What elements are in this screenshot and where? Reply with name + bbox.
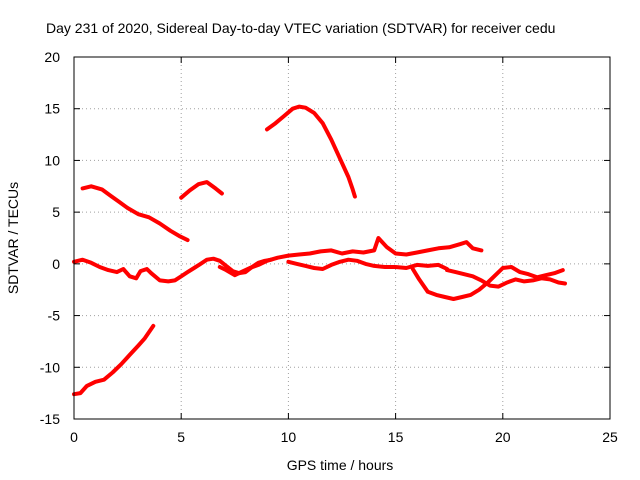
series-arc-4 bbox=[265, 104, 357, 199]
data-series bbox=[72, 104, 567, 397]
series-arc-9 bbox=[445, 268, 567, 289]
x-tick-labels: 0 5 10 15 20 25 bbox=[70, 429, 618, 445]
series-arc-6 bbox=[217, 236, 484, 278]
x-tick-label: 15 bbox=[388, 429, 404, 445]
x-tick-label: 0 bbox=[70, 429, 78, 445]
y-tick-labels: -15 -10 -5 0 5 10 15 20 bbox=[40, 49, 60, 427]
y-tick-label: -10 bbox=[40, 359, 60, 375]
grid bbox=[74, 57, 610, 419]
series-arc-1 bbox=[72, 323, 156, 397]
axis-ticks bbox=[73, 56, 611, 420]
x-tick-label: 10 bbox=[281, 429, 297, 445]
x-tick-label: 20 bbox=[495, 429, 511, 445]
chart-title: Day 231 of 2020, Sidereal Day-to-day VTE… bbox=[46, 20, 555, 36]
y-tick-label: -15 bbox=[40, 411, 60, 427]
y-tick-label: 20 bbox=[44, 49, 60, 65]
series-arc-2 bbox=[80, 184, 190, 243]
x-tick-label: 25 bbox=[602, 429, 618, 445]
series-arc-7 bbox=[286, 257, 450, 271]
x-tick-label: 5 bbox=[177, 429, 185, 445]
series-arc-3 bbox=[179, 180, 224, 200]
plot-frame bbox=[73, 56, 611, 420]
y-tick-label: 10 bbox=[44, 152, 60, 168]
x-axis-label: GPS time / hours bbox=[287, 457, 394, 473]
y-tick-label: 0 bbox=[52, 256, 60, 272]
y-tick-label: 15 bbox=[44, 101, 60, 117]
y-tick-label: -5 bbox=[48, 308, 61, 324]
y-axis-label: SDTVAR / TECUs bbox=[5, 182, 21, 294]
y-tick-label: 5 bbox=[52, 204, 60, 220]
